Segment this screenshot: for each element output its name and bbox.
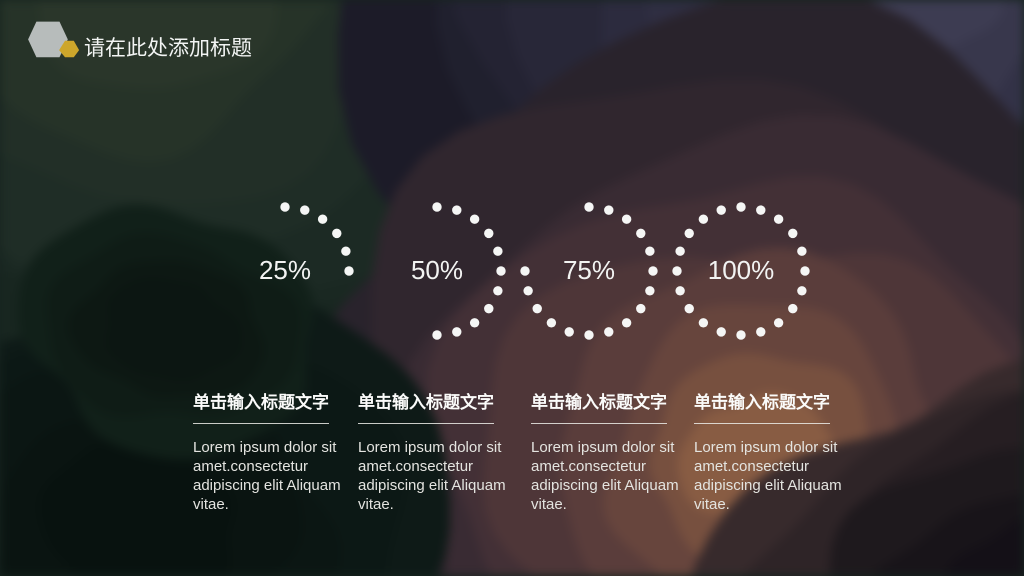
svg-text:25%: 25% <box>259 255 311 285</box>
svg-text:50%: 50% <box>411 255 463 285</box>
svg-text:100%: 100% <box>708 255 775 285</box>
svg-text:75%: 75% <box>563 255 615 285</box>
